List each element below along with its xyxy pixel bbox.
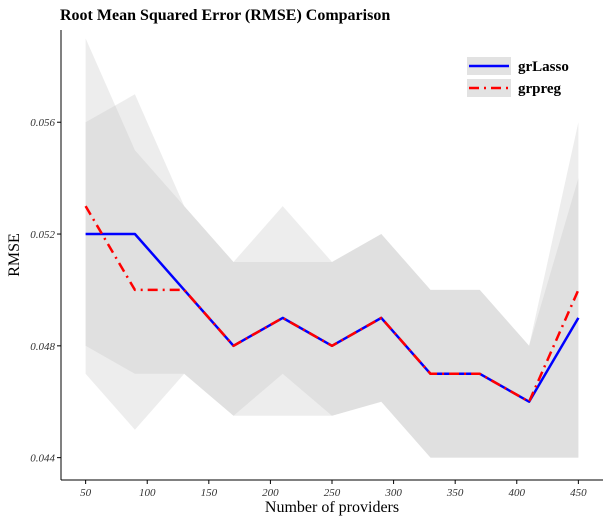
x-tick-label: 350	[446, 487, 464, 499]
chart-title: Root Mean Squared Error (RMSE) Compariso…	[60, 7, 390, 24]
x-tick-label: 200	[262, 487, 279, 499]
y-tick-label: 0.056	[30, 117, 55, 129]
x-tick-label: 300	[384, 487, 402, 499]
legend: grLasso grpreg	[467, 57, 569, 97]
legend-label-grlasso: grLasso	[518, 59, 569, 75]
x-tick-label: 400	[509, 487, 526, 499]
y-tick-label: 0.048	[30, 341, 55, 353]
y-axis-title: RMSE	[6, 233, 23, 277]
ribbon-grpreg	[86, 38, 579, 457]
y-tick-label: 0.044	[30, 453, 55, 465]
x-tick-label: 450	[570, 487, 587, 499]
x-tick-label: 50	[80, 487, 92, 499]
x-tick-label: 150	[201, 487, 218, 499]
y-tick-label: 0.052	[30, 229, 55, 241]
x-tick-label: 250	[324, 487, 341, 499]
legend-label-grpreg: grpreg	[518, 81, 562, 97]
ribbon-layer	[86, 38, 579, 457]
x-tick-label: 100	[139, 487, 156, 499]
x-axis-title: Number of providers	[265, 499, 399, 516]
